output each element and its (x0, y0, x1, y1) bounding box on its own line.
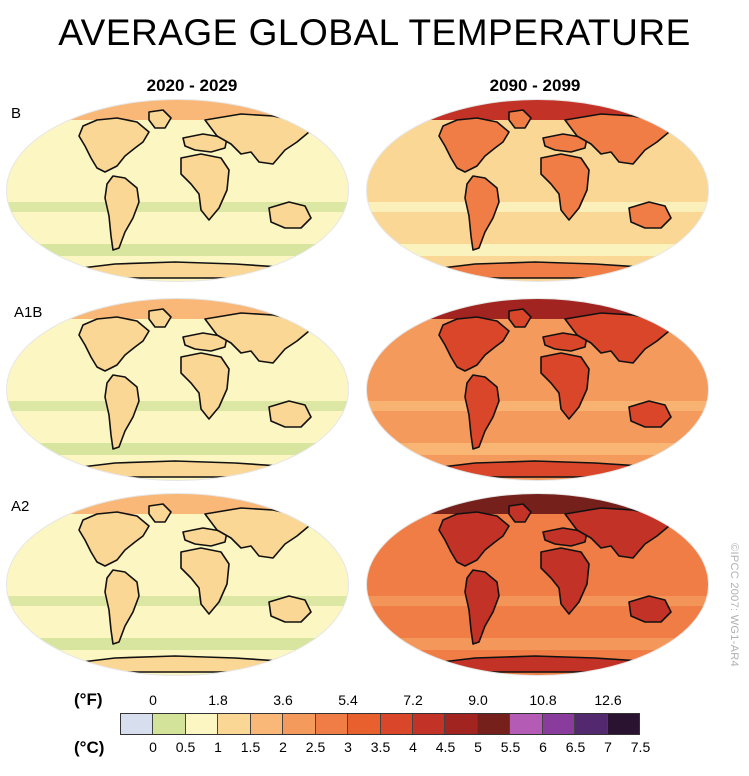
column-header-near-term: 2020 - 2029 (146, 76, 238, 95)
fahrenheit-unit-label: (°F) (74, 690, 103, 709)
row-label-a1b: A1B (14, 304, 43, 321)
scale-swatch (153, 714, 186, 734)
fahrenheit-tick-label: 5.4 (338, 692, 358, 708)
fahrenheit-tick-label: 0 (149, 692, 157, 708)
fahrenheit-tick-label: 12.6 (594, 692, 622, 708)
temperature-map-b-near-term (5, 98, 350, 283)
column-header-end-century: 2090 - 2099 (489, 76, 581, 95)
fahrenheit-tick-label: 7.2 (403, 692, 423, 708)
scale-swatch (607, 714, 639, 734)
row-label-b: B (11, 105, 22, 122)
celsius-tick-label: 2.5 (305, 739, 326, 755)
temperature-map-a1b-near-term (5, 297, 350, 482)
celsius-tick-label: 3 (344, 739, 352, 755)
celsius-unit-label: (°C) (74, 738, 105, 757)
scale-swatch (412, 714, 446, 734)
scale-swatch (510, 714, 543, 734)
scale-swatch (185, 714, 219, 734)
celsius-tick-label: 0 (149, 739, 157, 755)
celsius-tick-label: 7 (604, 739, 612, 755)
temperature-color-scale (120, 713, 640, 735)
page-title: AVERAGE GLOBAL TEMPERATURE (58, 12, 691, 53)
temperature-map-a2-near-term (5, 492, 350, 677)
celsius-tick-label: 4 (409, 739, 417, 755)
scale-swatch (380, 714, 413, 734)
scale-swatch (542, 714, 576, 734)
celsius-tick-label: 0.5 (175, 739, 196, 755)
celsius-tick-label: 5.5 (500, 739, 521, 755)
temperature-map-a2-end-century (365, 492, 710, 677)
scale-swatch (283, 714, 316, 734)
scale-swatch (250, 714, 284, 734)
celsius-tick-label: 3.5 (370, 739, 391, 755)
celsius-tick-label: 7.5 (630, 739, 651, 755)
celsius-tick-label: 5 (474, 739, 482, 755)
celsius-tick-label: 2 (279, 739, 287, 755)
scale-swatch (121, 714, 154, 734)
scale-swatch (575, 714, 608, 734)
scale-swatch (218, 714, 251, 734)
celsius-tick-label: 6 (539, 739, 547, 755)
row-label-a2: A2 (11, 498, 30, 515)
scale-swatch (348, 714, 381, 734)
celsius-tick-label: 4.5 (435, 739, 456, 755)
celsius-tick-label: 1.5 (240, 739, 261, 755)
scale-swatch (477, 714, 511, 734)
copyright-watermark: ©IPCC 2007: WG1-AR4 (728, 543, 740, 667)
celsius-tick-label: 6.5 (565, 739, 586, 755)
scale-swatch (445, 714, 478, 734)
celsius-tick-label: 1 (214, 739, 222, 755)
fahrenheit-tick-label: 1.8 (208, 692, 228, 708)
fahrenheit-tick-label: 10.8 (529, 692, 557, 708)
scale-swatch (315, 714, 349, 734)
temperature-map-b-end-century (365, 98, 710, 283)
fahrenheit-tick-label: 3.6 (273, 692, 293, 708)
temperature-map-a1b-end-century (365, 297, 710, 482)
fahrenheit-tick-label: 9.0 (468, 692, 488, 708)
